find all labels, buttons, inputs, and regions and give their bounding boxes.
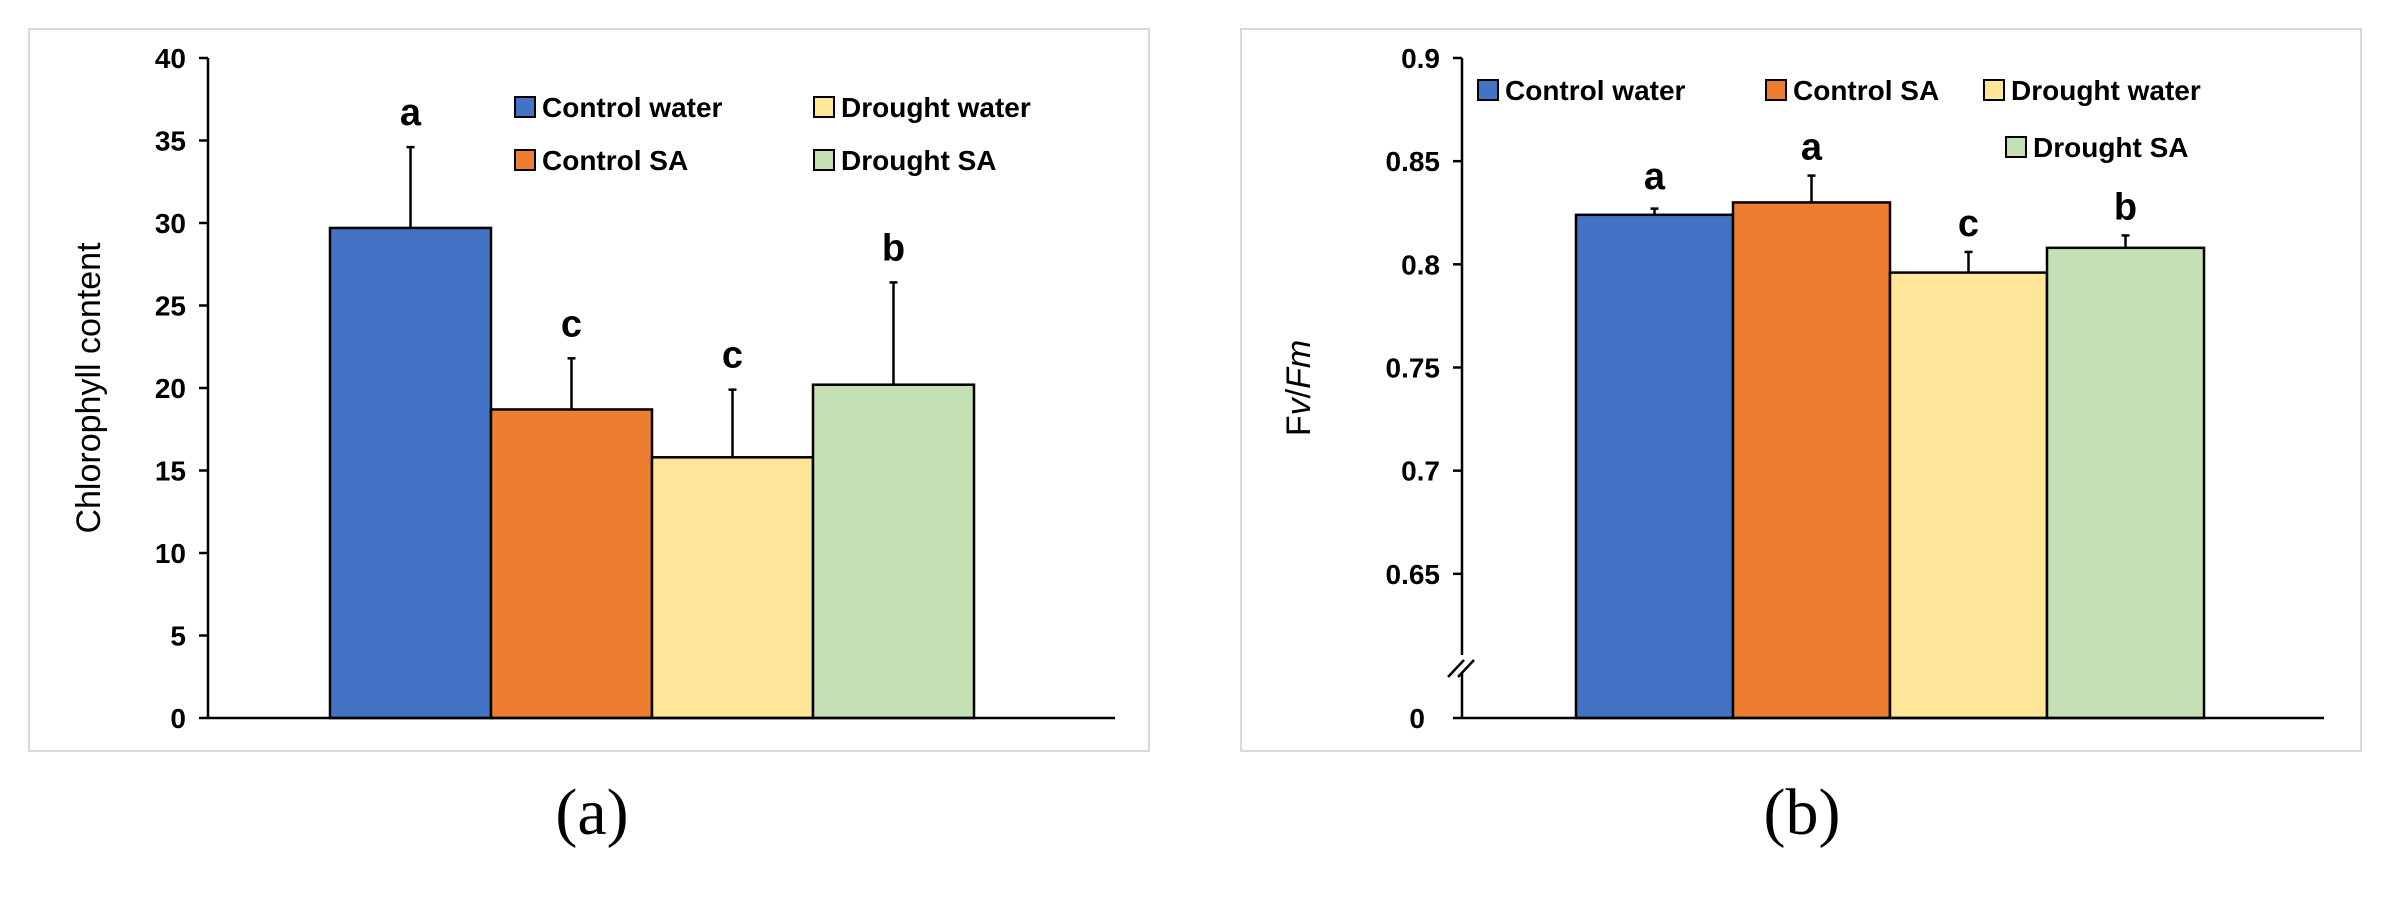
bar-a-control-water	[328, 226, 493, 720]
ytick-label-b-bottom: 0	[1409, 703, 1425, 734]
ytick-label-a-20: 20	[155, 373, 186, 404]
ytick-label-a-5: 5	[170, 621, 186, 652]
bar-b-drought-sa	[2045, 246, 2206, 720]
ytick-label-a-0: 0	[170, 703, 186, 734]
legend-swatch-b-drought-water	[1983, 79, 2005, 101]
legend-swatch-a-drought-water	[813, 96, 835, 118]
sig-letter-a-drought-sa: b	[882, 227, 905, 269]
bar-a-control-sa	[489, 408, 654, 720]
ytick-label-b-2: 0.75	[1386, 353, 1441, 384]
ytick-label-a-10: 10	[155, 538, 186, 569]
legend-swatch-b-control-sa	[1765, 79, 1787, 101]
ytick-label-b-0: 0.65	[1386, 559, 1441, 590]
ytick-label-b-3: 0.8	[1401, 249, 1440, 280]
sig-letter-b-drought-sa: b	[2114, 186, 2137, 228]
y-axis-title-a: Chlorophyll content	[70, 242, 108, 534]
panel-label-a: (a)	[555, 776, 629, 849]
ytick-label-a-30: 30	[155, 208, 186, 239]
legend-label-a-drought-water: Drought water	[841, 92, 1031, 123]
sig-letter-b-drought-water: c	[1958, 203, 1979, 245]
ytick-label-b-1: 0.7	[1401, 456, 1440, 487]
ytick-label-a-35: 35	[155, 126, 186, 157]
bar-b-drought-water	[1888, 271, 2049, 720]
axis-break-gap-b	[1446, 655, 1478, 673]
legend-label-b-drought-sa: Drought SA	[2033, 132, 2189, 163]
legend-label-b-control-sa: Control SA	[1793, 75, 1939, 106]
legend-swatch-b-control-water	[1477, 79, 1499, 101]
axis-break-mark-2-b	[1457, 659, 1475, 678]
sig-letter-a-control-water: a	[400, 92, 422, 134]
legend-swatch-b-drought-sa	[2005, 136, 2027, 158]
bar-b-control-water	[1574, 213, 1735, 720]
ytick-label-a-40: 40	[155, 43, 186, 74]
ytick-label-b-5: 0.9	[1401, 43, 1440, 74]
sig-letter-a-drought-water: c	[722, 335, 743, 377]
legend-label-a-control-sa: Control SA	[542, 145, 688, 176]
legend-label-a-drought-sa: Drought SA	[841, 145, 997, 176]
y-axis-title-b: Fv/Fm	[1280, 340, 1318, 436]
legend-swatch-a-control-sa	[514, 149, 536, 171]
legend-swatch-a-drought-sa	[813, 149, 835, 171]
panel-label-b: (b)	[1763, 776, 1841, 849]
axis-break-mark-1-b	[1447, 659, 1465, 678]
ytick-label-a-25: 25	[155, 291, 186, 322]
bar-b-control-sa	[1731, 201, 1892, 720]
bar-a-drought-sa	[811, 383, 976, 720]
bar-a-drought-water	[650, 456, 815, 720]
sig-letter-a-control-sa: c	[561, 303, 582, 345]
legend-label-b-control-water: Control water	[1505, 75, 1686, 106]
sig-letter-b-control-sa: a	[1801, 127, 1823, 169]
ytick-label-a-15: 15	[155, 456, 186, 487]
legend-label-a-control-water: Control water	[542, 92, 723, 123]
legend-swatch-a-control-water	[514, 96, 536, 118]
sig-letter-b-control-water: a	[1644, 156, 1666, 198]
legend-label-b-drought-water: Drought water	[2011, 75, 2201, 106]
ytick-label-b-4: 0.85	[1386, 146, 1441, 177]
